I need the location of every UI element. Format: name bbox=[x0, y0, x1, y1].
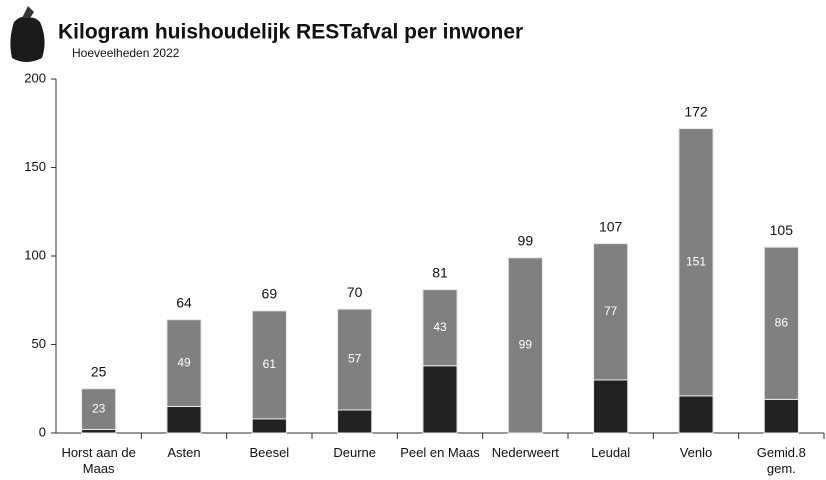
bar-segment bbox=[422, 289, 458, 367]
y-tick-label: 100 bbox=[24, 247, 46, 262]
x-tick-label: Horst aan de Maas bbox=[61, 445, 136, 476]
segment-label: 77 bbox=[604, 304, 618, 318]
x-tick-label: Nederweert bbox=[491, 445, 559, 460]
bar-segment bbox=[678, 128, 714, 397]
bar-segment bbox=[593, 243, 629, 381]
bar-segment bbox=[337, 308, 373, 411]
total-label: 105 bbox=[770, 222, 794, 238]
chart-subtitle: Hoeveelheden 2022 bbox=[72, 46, 180, 60]
x-tick-label: Beesel bbox=[249, 445, 290, 460]
bag-icon bbox=[10, 6, 45, 63]
segment-label: 151 bbox=[686, 254, 706, 268]
x-tick-label: Peel en Maas bbox=[400, 445, 480, 460]
bar-segment bbox=[81, 428, 117, 434]
bar-segment bbox=[763, 246, 799, 400]
y-tick-label: 150 bbox=[24, 159, 46, 174]
x-tick-label: Deurne bbox=[333, 445, 376, 460]
x-tick-label: Leudal bbox=[591, 445, 631, 460]
segment-label: 23 bbox=[92, 401, 106, 415]
bar-segment bbox=[166, 405, 202, 434]
x-tick-label: Venlo bbox=[679, 445, 713, 460]
total-label: 25 bbox=[91, 363, 107, 379]
chart-title: Kilogram huishoudelijk RESTafval per inw… bbox=[58, 21, 523, 44]
bar-segment bbox=[593, 379, 629, 434]
bar-segment bbox=[507, 257, 543, 434]
segment-label: 99 bbox=[519, 338, 533, 352]
bar-segment bbox=[81, 388, 117, 430]
segment-label: 43 bbox=[433, 320, 447, 334]
bar-segment bbox=[166, 319, 202, 407]
bar-segment bbox=[422, 365, 458, 434]
total-label: 64 bbox=[176, 294, 192, 310]
bar-segment bbox=[337, 409, 373, 434]
bar-segment bbox=[251, 310, 287, 420]
total-label: 69 bbox=[262, 286, 278, 302]
x-tick-label: Asten bbox=[167, 445, 201, 460]
total-label: 70 bbox=[347, 284, 363, 300]
total-label: 99 bbox=[518, 232, 534, 248]
x-tick-label: Gemid.8 gem. bbox=[756, 445, 806, 476]
segment-label: 57 bbox=[348, 352, 362, 366]
segment-label: 61 bbox=[263, 357, 277, 371]
segment-label: 86 bbox=[775, 315, 789, 329]
bar-segment bbox=[678, 395, 714, 434]
y-tick-label: 200 bbox=[24, 70, 46, 85]
bar-segment bbox=[763, 398, 799, 434]
total-label: 81 bbox=[432, 264, 448, 280]
segment-label: 49 bbox=[177, 355, 191, 369]
y-tick-label: 0 bbox=[39, 424, 46, 439]
total-label: 107 bbox=[599, 218, 623, 234]
bar-segment bbox=[251, 418, 287, 434]
total-label: 172 bbox=[684, 103, 708, 119]
y-tick-label: 50 bbox=[32, 336, 46, 351]
